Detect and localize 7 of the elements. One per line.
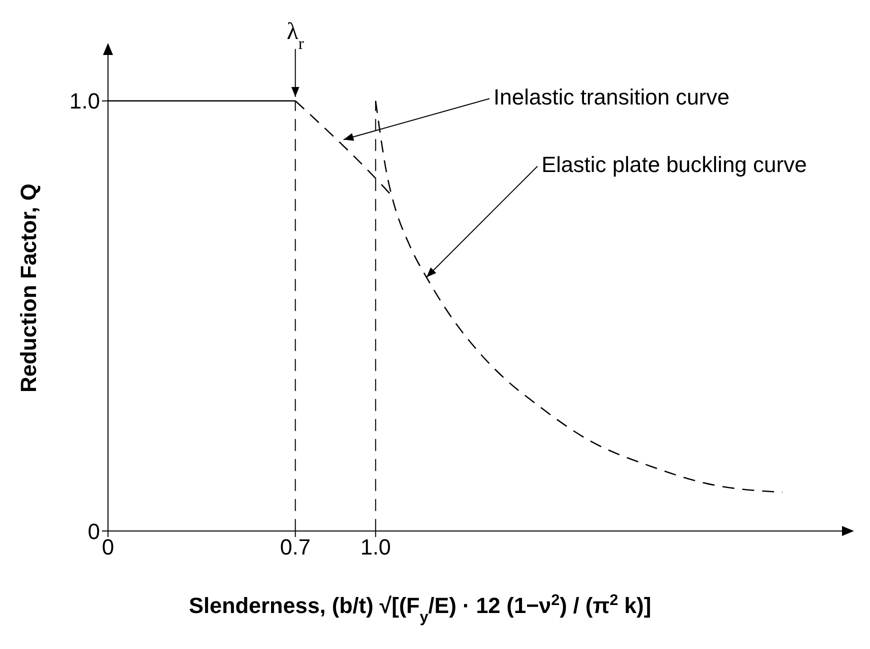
annotation: Inelastic transition curve <box>494 84 730 110</box>
x-axis-title: Slenderness, (b/t) √[(F$_{y}$/E) · 12 (1−ν$^{2}$) / (π$^{2}$ k)] <box>188 592 652 626</box>
x-tick-label: 1.0 <box>360 534 391 560</box>
y-axis-title: Reduction Factor, Q <box>16 183 41 393</box>
annotation: λ$_{r}$ <box>286 18 304 52</box>
x-tick-label: 0.7 <box>280 534 311 560</box>
annotation: Elastic plate buckling curve <box>541 152 807 178</box>
